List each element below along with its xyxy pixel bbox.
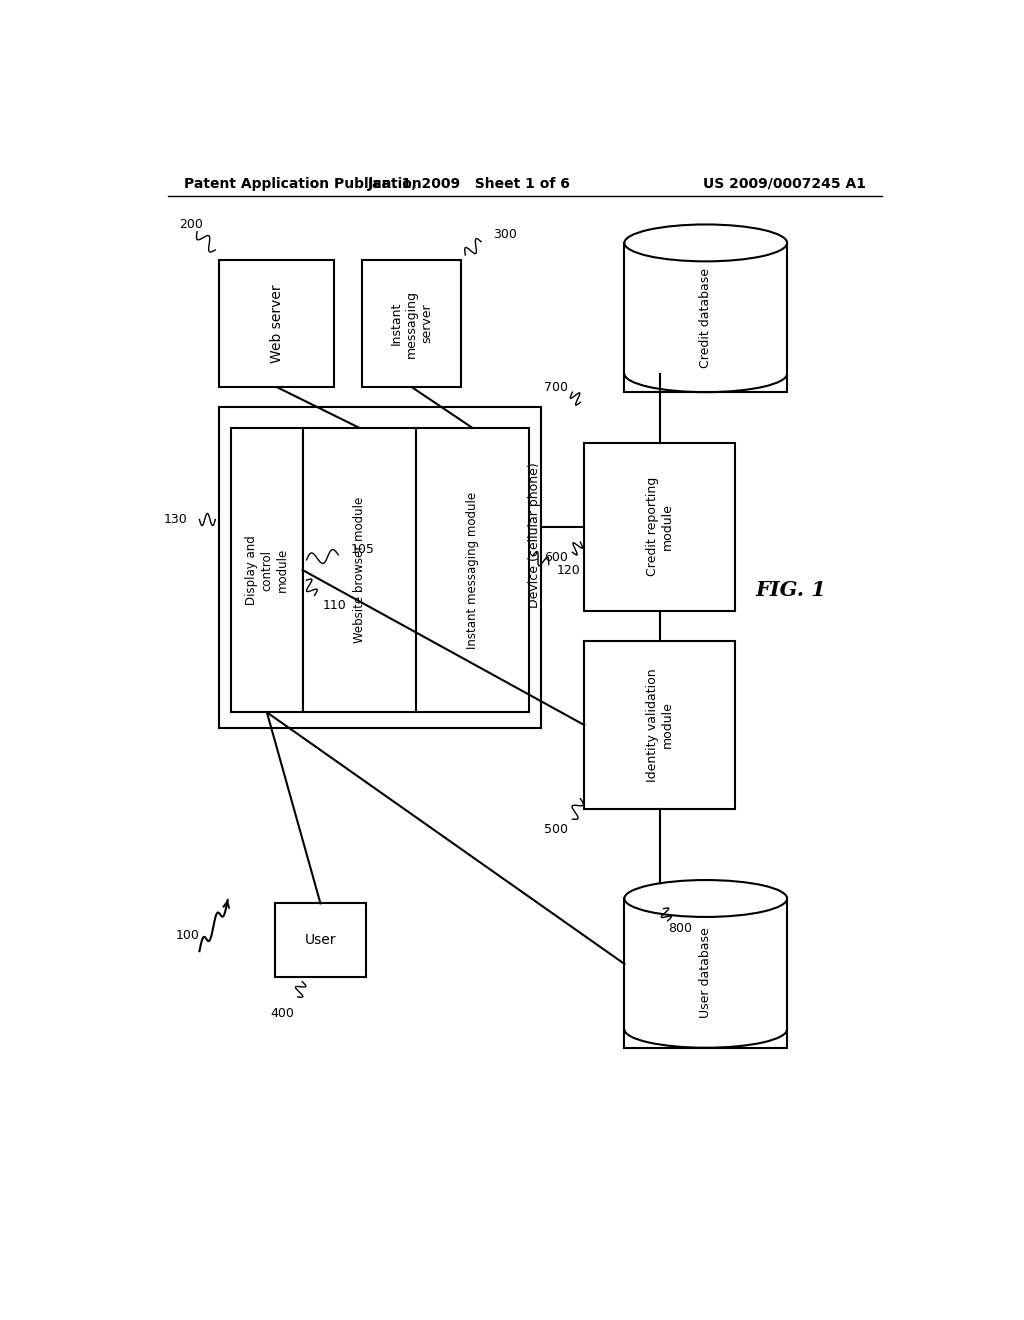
Text: Display and
control
module: Display and control module: [246, 535, 289, 605]
Text: 700: 700: [545, 380, 568, 393]
Text: 300: 300: [494, 228, 517, 242]
Ellipse shape: [625, 224, 787, 261]
Text: 200: 200: [179, 218, 204, 231]
Text: 600: 600: [545, 550, 568, 564]
Text: 400: 400: [270, 1007, 295, 1020]
Text: User: User: [305, 933, 336, 946]
Text: User database: User database: [699, 928, 713, 1019]
Text: Jan. 1, 2009   Sheet 1 of 6: Jan. 1, 2009 Sheet 1 of 6: [368, 177, 570, 191]
Bar: [219, 408, 541, 727]
Text: 100: 100: [175, 929, 200, 942]
Text: Patent Application Publication: Patent Application Publication: [183, 177, 421, 191]
Bar: [585, 642, 735, 809]
Bar: [303, 428, 528, 713]
Text: 120: 120: [557, 564, 581, 577]
Text: US 2009/0007245 A1: US 2009/0007245 A1: [703, 177, 866, 191]
Text: Website browser module: Website browser module: [352, 496, 366, 643]
Text: Instant messaging module: Instant messaging module: [466, 491, 479, 648]
Text: 500: 500: [545, 822, 568, 836]
Bar: [274, 903, 367, 977]
Text: Instant
messaging
server: Instant messaging server: [390, 289, 433, 358]
Text: 800: 800: [668, 923, 691, 936]
Text: Identity validation
module: Identity validation module: [646, 668, 674, 781]
Text: Web server: Web server: [269, 284, 284, 363]
Text: 130: 130: [164, 513, 187, 525]
Bar: [585, 444, 735, 611]
Text: 105: 105: [350, 544, 374, 556]
Bar: [362, 260, 461, 387]
Bar: [625, 899, 787, 1048]
Text: 110: 110: [323, 599, 346, 612]
Text: Device (cellular phone): Device (cellular phone): [527, 462, 541, 609]
Bar: [231, 428, 303, 713]
Text: Credit database: Credit database: [699, 268, 713, 367]
Ellipse shape: [625, 880, 787, 917]
Bar: [219, 260, 334, 387]
Bar: [625, 243, 787, 392]
Text: Credit reporting
module: Credit reporting module: [646, 478, 674, 577]
Text: FIG. 1: FIG. 1: [756, 581, 826, 601]
